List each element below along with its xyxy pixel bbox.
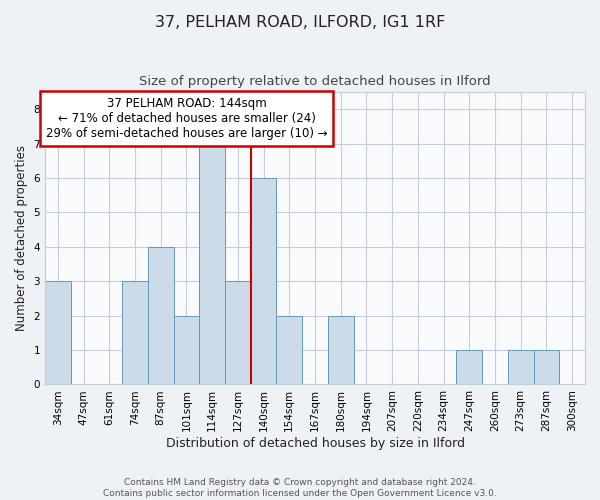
Bar <box>199 144 225 384</box>
Title: Size of property relative to detached houses in Ilford: Size of property relative to detached ho… <box>139 75 491 88</box>
Text: Contains HM Land Registry data © Crown copyright and database right 2024.
Contai: Contains HM Land Registry data © Crown c… <box>103 478 497 498</box>
Text: 37, PELHAM ROAD, ILFORD, IG1 1RF: 37, PELHAM ROAD, ILFORD, IG1 1RF <box>155 15 445 30</box>
Bar <box>328 316 353 384</box>
Bar <box>173 316 199 384</box>
Bar <box>251 178 277 384</box>
Bar <box>457 350 482 384</box>
Bar <box>508 350 533 384</box>
X-axis label: Distribution of detached houses by size in Ilford: Distribution of detached houses by size … <box>166 437 464 450</box>
Bar <box>533 350 559 384</box>
Text: 37 PELHAM ROAD: 144sqm
← 71% of detached houses are smaller (24)
29% of semi-det: 37 PELHAM ROAD: 144sqm ← 71% of detached… <box>46 97 327 140</box>
Y-axis label: Number of detached properties: Number of detached properties <box>15 145 28 331</box>
Bar <box>277 316 302 384</box>
Bar <box>122 281 148 384</box>
Bar <box>148 247 173 384</box>
Bar <box>225 281 251 384</box>
Bar <box>45 281 71 384</box>
